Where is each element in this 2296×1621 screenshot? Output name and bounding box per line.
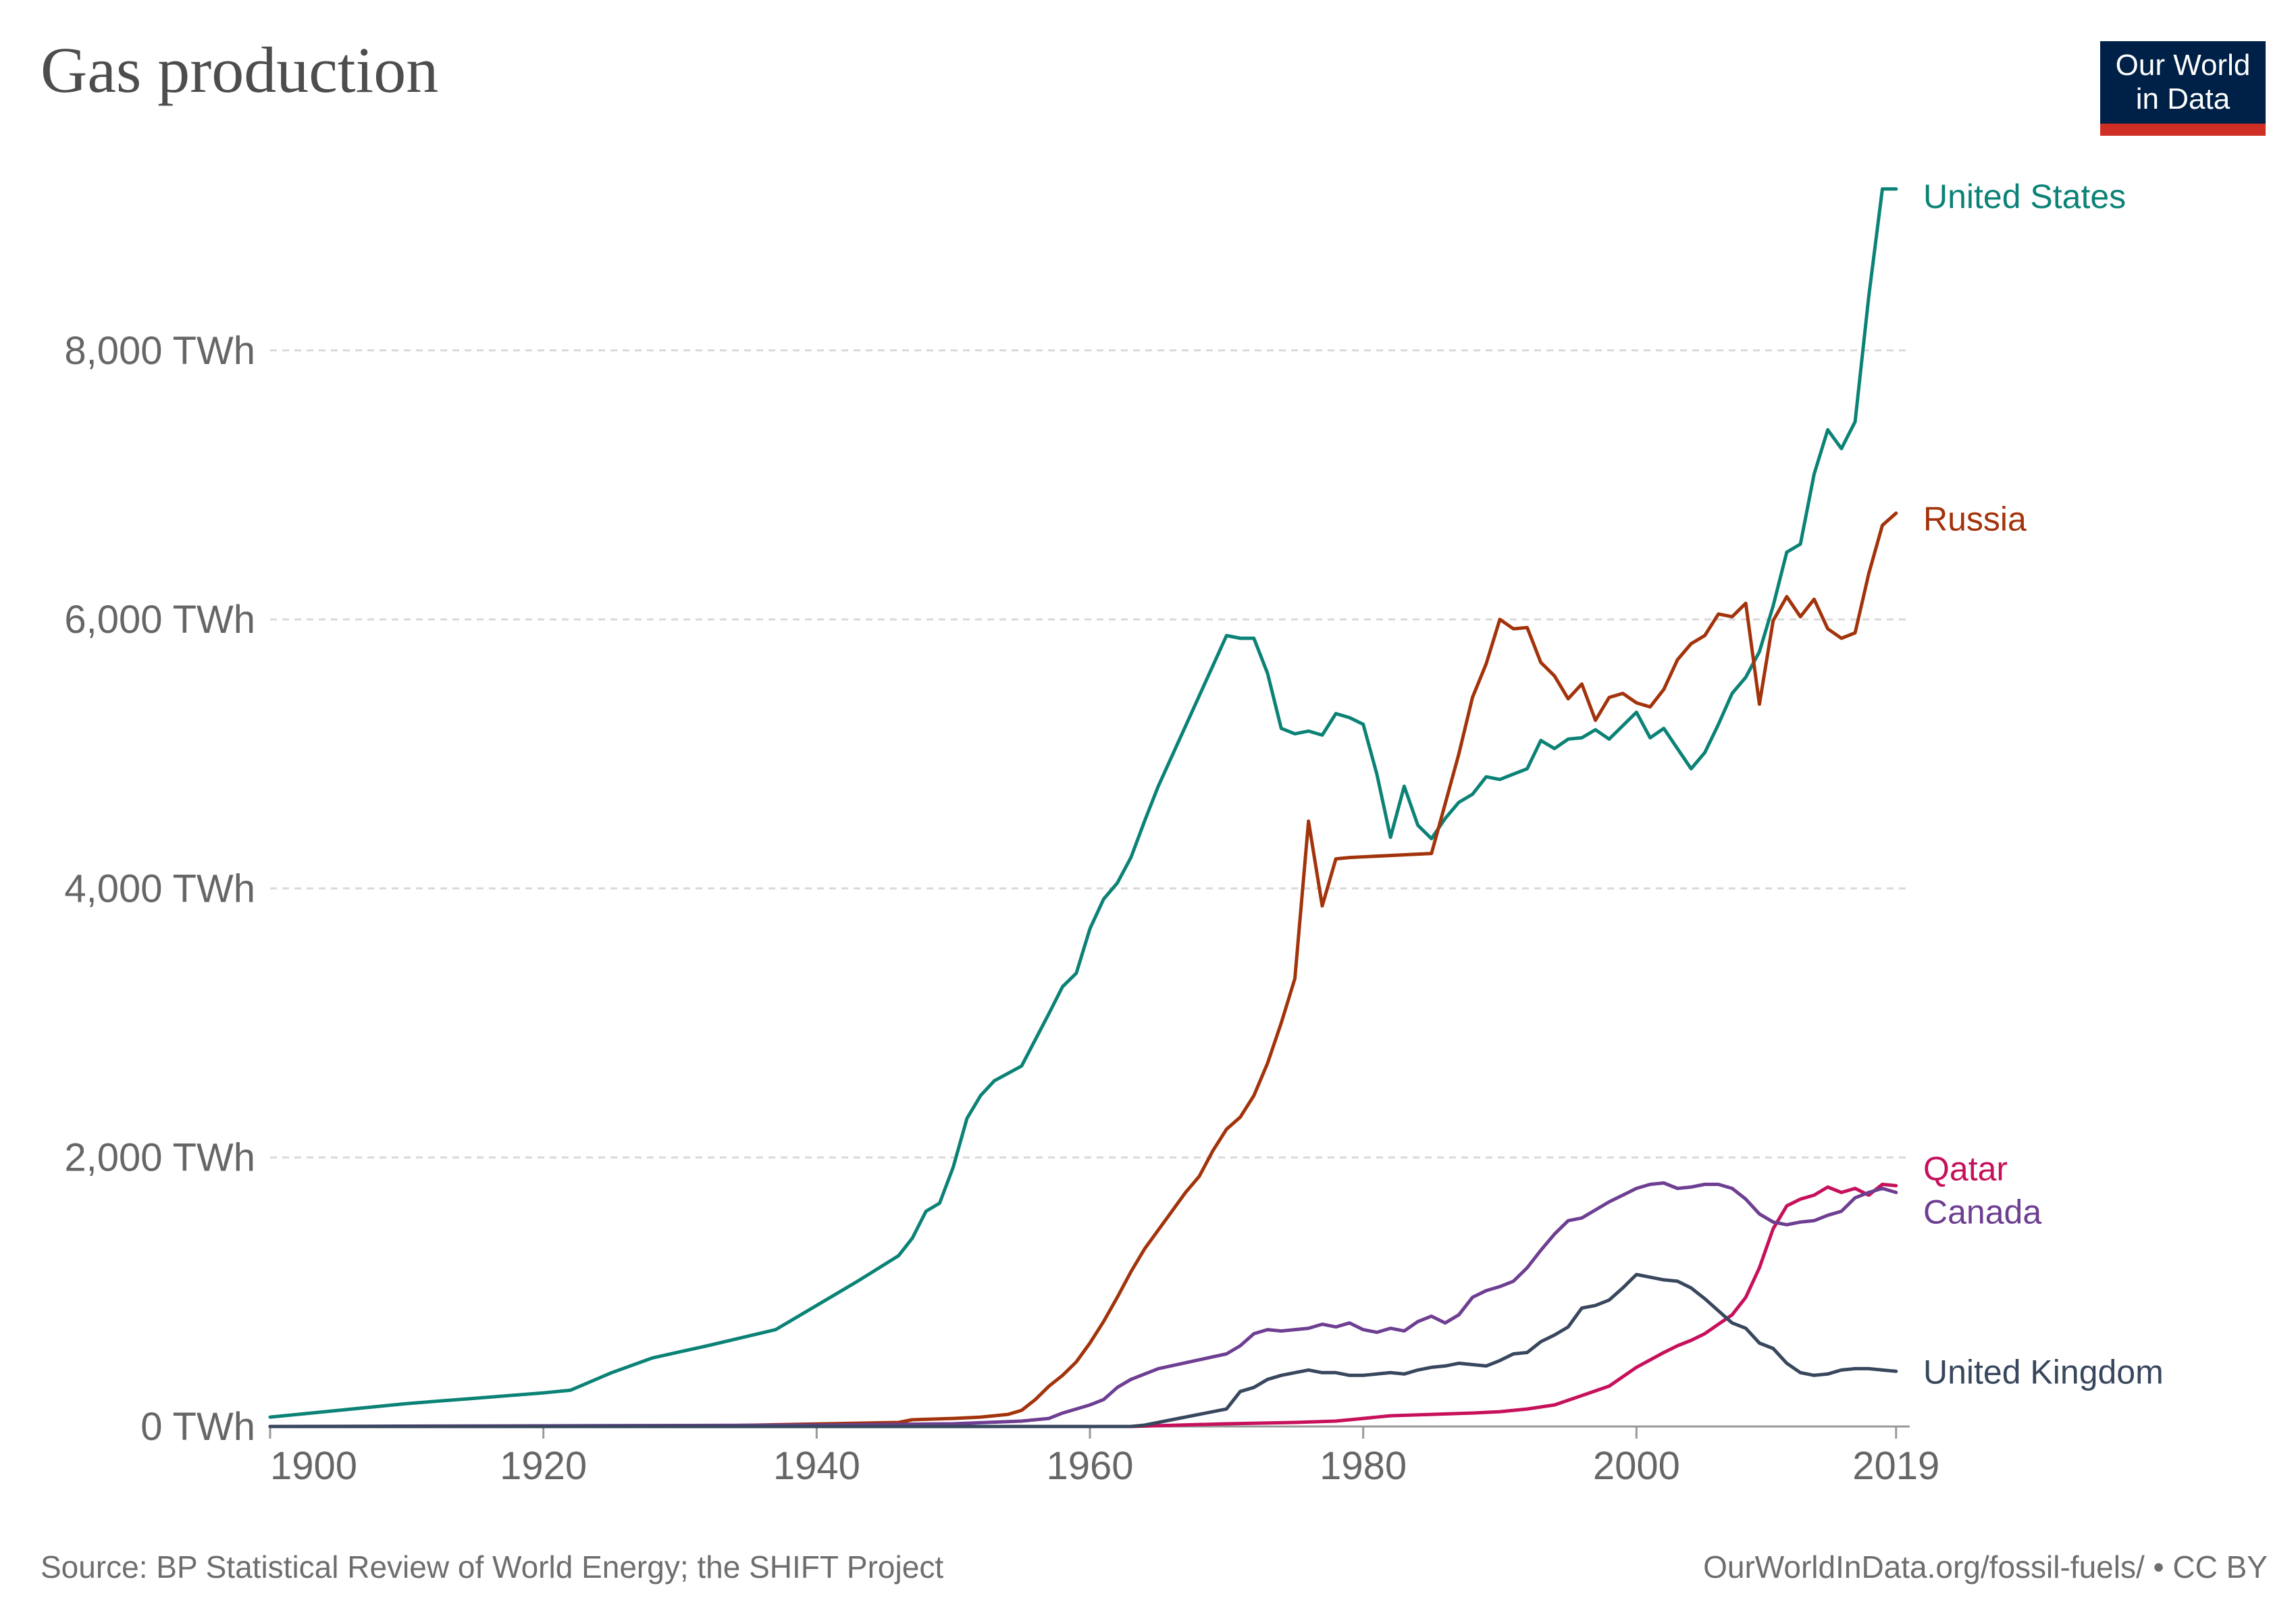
series-line-united-kingdom[interactable] <box>268 1272 1898 1429</box>
source-note: Source: BP Statistical Review of World E… <box>41 1549 944 1585</box>
series-lines <box>268 187 1898 1429</box>
chart-title: Gas production <box>41 34 439 106</box>
owid-logo[interactable]: Our World in Data <box>2100 41 2266 136</box>
y-tick-label: 8,000 TWh <box>64 329 255 373</box>
x-tick-label: 1900 <box>270 1444 357 1488</box>
x-tick-label: 1920 <box>500 1444 587 1488</box>
series-label-canada: Canada <box>1923 1193 2041 1231</box>
x-tick-label: 2000 <box>1593 1444 1680 1488</box>
series-labels: United States Russia Qatar Canada United Kin… <box>1923 178 2164 1391</box>
x-tick-label: 1960 <box>1046 1444 1133 1488</box>
series-label-united-states: United States <box>1923 178 2126 215</box>
x-tick-label: 1980 <box>1320 1444 1407 1488</box>
axes: 0 TWh 2,000 TWh 4,000 TWh 6,000 TWh 8,000 TW… <box>64 329 1939 1488</box>
gridlines <box>270 349 1910 1159</box>
series-label-united-kingdom: United Kingdom <box>1923 1353 2164 1391</box>
y-tick-label: 6,000 TWh <box>64 598 255 642</box>
y-tick-label: 0 TWh <box>140 1405 255 1449</box>
logo-line-1: Our World <box>2115 49 2251 82</box>
series-label-qatar: Qatar <box>1923 1150 2008 1188</box>
series-label-russia: Russia <box>1923 500 2027 538</box>
series-line-qatar[interactable] <box>1129 1183 1898 1429</box>
series-line-united-states[interactable] <box>268 187 1898 1419</box>
source-url-link[interactable]: OurWorldInData.org/fossil-fuels/ • CC BY <box>1703 1549 2268 1585</box>
y-tick-label: 4,000 TWh <box>64 867 255 910</box>
series-line-canada[interactable] <box>268 1181 1898 1429</box>
logo-line-2: in Data <box>2135 82 2230 115</box>
y-tick-label: 2,000 TWh <box>64 1136 255 1180</box>
series-line-russia[interactable] <box>268 511 1898 1429</box>
x-tick-label: 1940 <box>773 1444 860 1488</box>
x-tick-label: 2019 <box>1852 1444 1939 1488</box>
